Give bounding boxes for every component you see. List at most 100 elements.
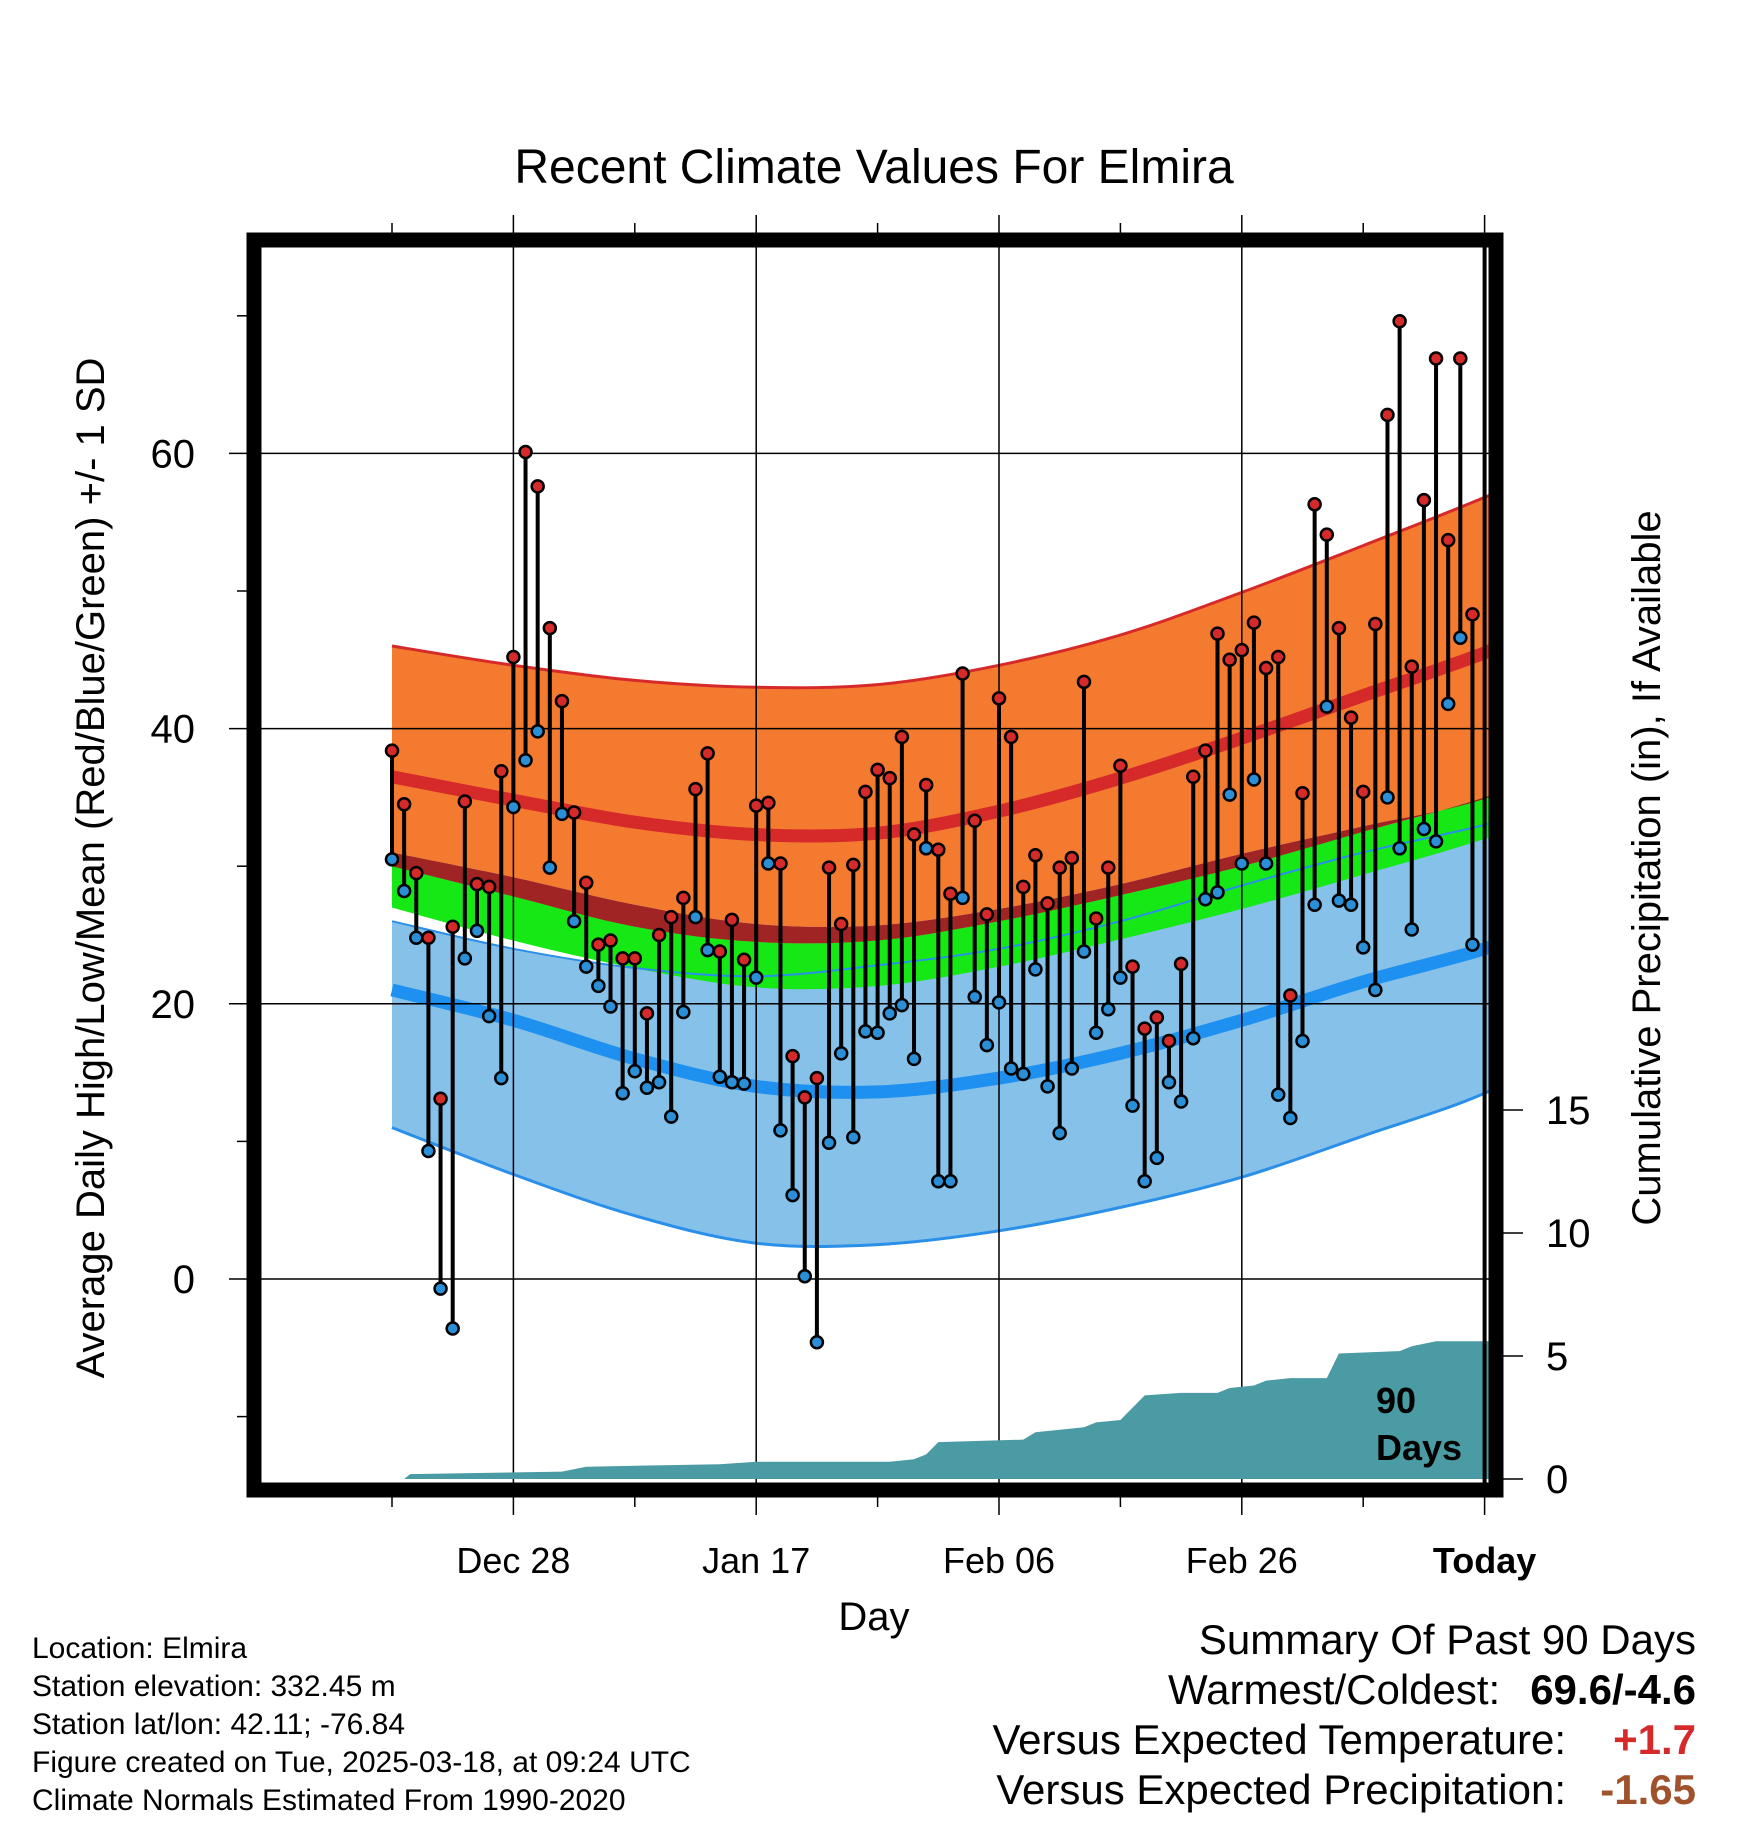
high-point bbox=[481, 879, 497, 895]
high-point bbox=[1125, 959, 1140, 974]
high-point bbox=[566, 805, 582, 820]
low-point bbox=[603, 999, 618, 1014]
high-point bbox=[1416, 492, 1432, 508]
low-point bbox=[554, 806, 570, 822]
high-point bbox=[1149, 1010, 1165, 1025]
low-point bbox=[906, 1051, 922, 1067]
low-point bbox=[833, 1046, 849, 1061]
warm-cold-value: 69.6/-4.6 bbox=[1530, 1666, 1696, 1713]
info-created: Figure created on Tue, 2025-03-18, at 09… bbox=[32, 1746, 691, 1779]
low-point bbox=[712, 1069, 728, 1084]
x-tick-label: Feb 26 bbox=[1186, 1540, 1298, 1581]
low-point bbox=[542, 860, 558, 875]
high-point bbox=[421, 930, 436, 946]
high-point bbox=[409, 865, 424, 881]
low-point bbox=[724, 1074, 740, 1090]
high-point bbox=[457, 794, 473, 809]
low-point bbox=[955, 890, 970, 906]
low-point bbox=[639, 1080, 655, 1095]
low-point bbox=[1064, 1061, 1080, 1076]
high-point bbox=[445, 919, 460, 934]
high-point bbox=[870, 762, 885, 778]
info-location: Location: Elmira bbox=[32, 1632, 248, 1665]
low-point bbox=[991, 995, 1007, 1010]
high-point bbox=[724, 912, 740, 928]
low-point bbox=[1016, 1066, 1031, 1082]
high-point bbox=[785, 1048, 800, 1064]
low-sd-band bbox=[392, 823, 1489, 1247]
high-point bbox=[1270, 649, 1286, 665]
high-point bbox=[688, 781, 703, 797]
low-point bbox=[409, 930, 424, 946]
high-point bbox=[1222, 652, 1237, 668]
low-point bbox=[797, 1268, 813, 1284]
high-point bbox=[846, 857, 861, 873]
high-point bbox=[639, 1006, 655, 1021]
x-tick-label: Jan 17 bbox=[702, 1540, 810, 1581]
mean-band-core bbox=[392, 797, 1489, 990]
low-point bbox=[761, 856, 776, 871]
high-point bbox=[1404, 659, 1420, 674]
low-point bbox=[433, 1281, 448, 1296]
high-point bbox=[967, 813, 982, 829]
precip-area bbox=[404, 1341, 1489, 1479]
warm-cold-label: Warmest/Coldest: bbox=[1168, 1666, 1501, 1713]
high-point bbox=[1198, 743, 1213, 758]
low-point bbox=[421, 1143, 436, 1159]
low-point bbox=[773, 1123, 788, 1138]
low-point bbox=[1234, 856, 1250, 871]
low-point bbox=[1307, 897, 1322, 912]
y-tick-label: 0 bbox=[173, 1258, 195, 1302]
high-point bbox=[931, 842, 946, 857]
low-point bbox=[518, 752, 533, 768]
low-point bbox=[1185, 1030, 1201, 1046]
high-point bbox=[882, 770, 897, 786]
y2-tick-label: 0 bbox=[1546, 1458, 1568, 1502]
station-info: Location: Elmira Station elevation: 332.… bbox=[32, 1630, 691, 1820]
low-point bbox=[931, 1174, 946, 1189]
low-point bbox=[481, 1008, 497, 1024]
low-point bbox=[506, 799, 521, 815]
low-point bbox=[979, 1037, 995, 1053]
low-point bbox=[1040, 1079, 1055, 1094]
high-point bbox=[1246, 615, 1262, 630]
x-tick-label: Feb 06 bbox=[943, 1540, 1055, 1581]
low-point bbox=[615, 1085, 630, 1101]
low-point bbox=[1355, 940, 1371, 955]
high-point bbox=[663, 909, 679, 925]
low-point bbox=[821, 1135, 837, 1151]
high-point bbox=[979, 907, 995, 922]
high-point bbox=[615, 951, 630, 966]
high-point bbox=[1295, 786, 1310, 801]
low-point bbox=[530, 724, 545, 739]
high-point bbox=[712, 944, 728, 959]
high-point bbox=[858, 784, 873, 800]
precip-value: -1.65 bbox=[1600, 1766, 1696, 1813]
low-point bbox=[858, 1024, 873, 1039]
high-point bbox=[700, 746, 715, 761]
low-point bbox=[1428, 834, 1444, 849]
high-point bbox=[676, 890, 691, 906]
low-point bbox=[566, 913, 582, 929]
low-point bbox=[1210, 885, 1225, 900]
low-point bbox=[882, 1006, 897, 1021]
high-point bbox=[603, 933, 618, 948]
high-point bbox=[1088, 911, 1104, 926]
low-point bbox=[1416, 821, 1432, 837]
low-point bbox=[1137, 1174, 1152, 1189]
high-point bbox=[1016, 879, 1031, 895]
low-point bbox=[1222, 787, 1237, 802]
high-point bbox=[748, 798, 764, 813]
low-point bbox=[445, 1321, 460, 1336]
high-point bbox=[955, 666, 970, 681]
low-point bbox=[1380, 790, 1395, 805]
high-point bbox=[1064, 850, 1080, 866]
high-point bbox=[736, 952, 752, 968]
info-latlon: Station lat/lon: 42.11; -76.84 bbox=[32, 1708, 406, 1741]
high-point bbox=[1343, 710, 1359, 725]
low-point bbox=[1125, 1098, 1140, 1113]
x-tick-label: Today bbox=[1433, 1540, 1536, 1581]
low-point bbox=[1173, 1094, 1189, 1109]
y-axis-label: Average Daily High/Low/Mean (Red/Blue/Gr… bbox=[69, 358, 113, 1379]
